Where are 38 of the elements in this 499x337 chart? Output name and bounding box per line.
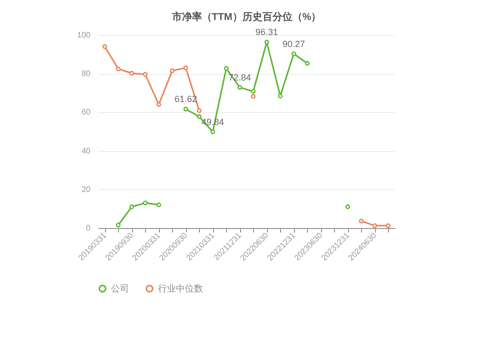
y-tick-label: 60 <box>82 108 92 117</box>
point <box>183 65 188 70</box>
y-tick-label: 100 <box>77 30 92 40</box>
point <box>358 218 364 224</box>
point <box>156 102 162 107</box>
point <box>129 204 134 210</box>
point <box>250 94 256 99</box>
point <box>142 72 148 77</box>
point <box>129 70 134 76</box>
point <box>372 223 378 228</box>
data-label: 96.31 <box>255 27 278 38</box>
point <box>102 44 108 49</box>
y-tick-label: 40 <box>82 146 92 156</box>
point <box>196 108 202 113</box>
y-tick-label: 20 <box>82 184 92 194</box>
point <box>345 204 350 210</box>
point <box>183 106 188 112</box>
point <box>210 129 216 134</box>
point <box>386 223 391 228</box>
legend-label: 公司 <box>111 284 129 294</box>
data-label: 90.27 <box>282 38 306 49</box>
y-tick-label: 80 <box>82 69 92 78</box>
point <box>156 202 162 208</box>
legend-label: 行业中位数 <box>158 284 203 294</box>
point <box>264 40 270 44</box>
y-tick-label: 0 <box>86 224 92 232</box>
point <box>224 66 229 71</box>
point <box>291 51 296 56</box>
point <box>304 61 310 66</box>
point <box>237 85 242 90</box>
point <box>116 66 121 72</box>
point <box>116 222 121 228</box>
point <box>170 68 175 74</box>
chart-title: 市净率（TTM）历史百分位（%） <box>170 11 322 24</box>
point <box>196 114 202 119</box>
point <box>142 200 148 206</box>
point <box>278 94 283 98</box>
point <box>250 89 256 94</box>
